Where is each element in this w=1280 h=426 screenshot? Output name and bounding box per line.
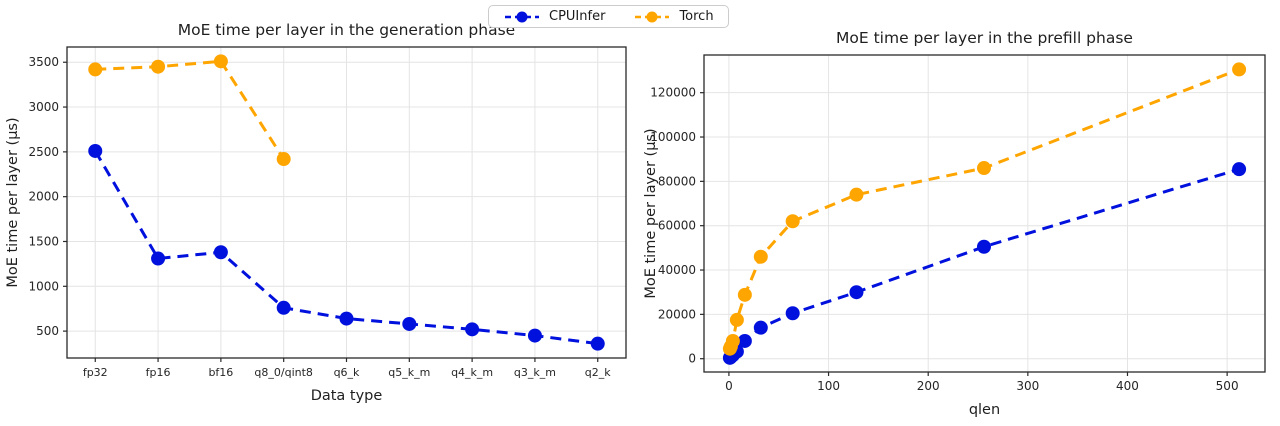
chart-svg: 0 100 200 300 400 500 0 20000 40000 60000 80000 100… <box>643 29 1266 418</box>
series-line <box>95 59 285 160</box>
data-point <box>151 59 166 74</box>
data-point <box>151 251 166 266</box>
data-point <box>465 322 480 337</box>
series-cpuinfer <box>88 143 605 351</box>
data-point <box>339 311 354 326</box>
y-tick-label: 120000 <box>650 86 696 100</box>
legend-label: Torch <box>679 9 714 24</box>
x-tick-label: fp32 <box>83 366 108 379</box>
data-point <box>276 300 291 315</box>
data-point <box>753 320 768 335</box>
data-point <box>276 152 291 167</box>
series-line <box>728 68 1240 350</box>
series-line <box>728 167 1240 359</box>
data-point <box>753 249 768 264</box>
data-point <box>88 143 103 158</box>
tick-labels: 0 100 200 300 400 500 0 20000 40000 60000 80000 100… <box>650 86 1238 393</box>
chart-title: MoE time per layer in the prefill phase <box>836 29 1133 47</box>
data-point <box>213 54 228 69</box>
data-point <box>729 312 744 327</box>
x-tick-label: 0 <box>725 379 733 393</box>
data-point <box>737 287 752 302</box>
series-torch <box>722 62 1247 356</box>
y-tick-label: 60000 <box>658 219 696 233</box>
data-point <box>88 62 103 77</box>
y-tick-label: 2000 <box>28 190 59 204</box>
chart-svg: fp32 fp16 bf16 q8_0/qint8 q6_k q5_k_m q4_k_m q3… <box>5 21 627 404</box>
y-tick-label: 80000 <box>658 174 696 188</box>
x-axis-label: Data type <box>311 388 383 404</box>
data-point <box>737 333 752 348</box>
data-point <box>1232 162 1247 177</box>
data-point <box>590 336 605 351</box>
x-tick-label: q5_k_m <box>388 366 430 379</box>
y-tick-label: 40000 <box>658 263 696 277</box>
legend-item-torch: Torch <box>633 9 714 24</box>
data-point <box>527 328 542 343</box>
series-torch <box>88 54 291 167</box>
y-tick-label: 3000 <box>28 100 59 114</box>
data-point <box>785 306 800 321</box>
series-cpuinfer <box>722 162 1247 365</box>
legend-marker-icon <box>505 11 539 22</box>
prefill-phase-chart: 0 100 200 300 400 500 0 20000 40000 60000 80000 100… <box>640 0 1280 426</box>
data-point <box>977 239 992 254</box>
data-point <box>977 161 992 176</box>
x-tick-label: 400 <box>1116 379 1139 393</box>
gridlines <box>704 55 1265 372</box>
y-tick-label: 1500 <box>28 234 59 248</box>
data-point <box>725 333 740 348</box>
x-tick-label: q8_0/qint8 <box>254 366 313 379</box>
y-tick-label: 2500 <box>28 145 59 159</box>
y-tick-label: 3500 <box>28 55 59 69</box>
data-point <box>849 187 864 202</box>
y-axis-label: MoE time per layer (µs) <box>643 128 659 298</box>
generation-phase-chart: fp32 fp16 bf16 q8_0/qint8 q6_k q5_k_m q4_k_m q3… <box>5 21 627 404</box>
x-tick-label: 100 <box>817 379 840 393</box>
data-point <box>213 245 228 260</box>
x-tick-label: q4_k_m <box>451 366 493 379</box>
tick-labels: fp32 fp16 bf16 q8_0/qint8 q6_k q5_k_m q4_k_m q3… <box>28 55 611 379</box>
data-point <box>849 285 864 300</box>
legend: CPUInfer Torch <box>488 5 729 28</box>
data-point <box>402 316 417 331</box>
series-line <box>93 150 598 346</box>
y-axis-label: MoE time per layer (µs) <box>5 117 21 287</box>
data-point <box>1232 62 1247 77</box>
x-tick-label: 500 <box>1216 379 1239 393</box>
x-tick-label: bf16 <box>208 366 233 379</box>
legend-item-cpuinfer: CPUInfer <box>503 9 605 24</box>
plot-border <box>703 54 1266 373</box>
y-tick-label: 20000 <box>658 307 696 321</box>
y-tick-label: 100000 <box>650 130 696 144</box>
x-tick-label: q3_k_m <box>514 366 556 379</box>
data-point <box>785 214 800 229</box>
gridlines <box>67 47 626 358</box>
chart-title: MoE time per layer in the generation pha… <box>178 21 515 39</box>
x-tick-label: 300 <box>1016 379 1039 393</box>
x-axis-label: qlen <box>969 402 1000 418</box>
y-tick-label: 500 <box>36 324 59 338</box>
legend-marker-icon <box>635 11 670 22</box>
legend-label: CPUInfer <box>549 9 606 24</box>
x-tick-label: fp16 <box>146 366 171 379</box>
x-tick-label: q2_k <box>585 366 611 379</box>
x-tick-label: 200 <box>917 379 940 393</box>
x-tick-label: q6_k <box>334 366 360 379</box>
y-tick-label: 1000 <box>28 279 59 293</box>
y-tick-label: 0 <box>688 352 696 366</box>
